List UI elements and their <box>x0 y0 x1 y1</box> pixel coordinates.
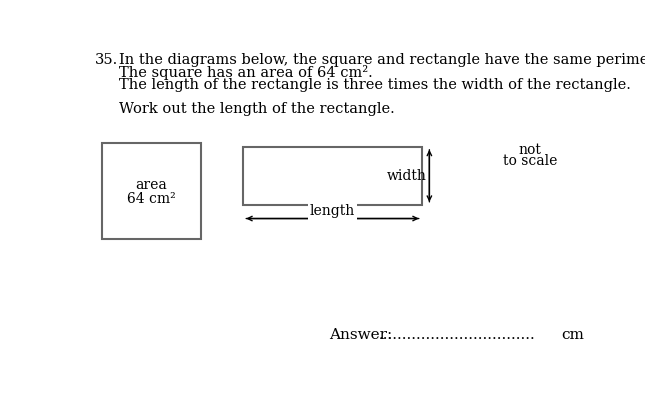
Text: cm: cm <box>561 328 584 342</box>
Text: 35.: 35. <box>95 53 118 67</box>
Bar <box>243 147 422 205</box>
Text: .................................: ................................. <box>379 328 536 342</box>
Text: width: width <box>387 169 427 183</box>
Text: Work out the length of the rectangle.: Work out the length of the rectangle. <box>119 102 395 116</box>
Text: Answer:: Answer: <box>328 328 392 342</box>
Text: The length of the rectangle is three times the width of the rectangle.: The length of the rectangle is three tim… <box>119 78 631 91</box>
Text: length: length <box>310 204 355 218</box>
Text: to scale: to scale <box>503 154 557 168</box>
Text: In the diagrams below, the square and rectangle have the same perimeter.: In the diagrams below, the square and re… <box>119 53 645 67</box>
Text: The square has an area of 64 cm².: The square has an area of 64 cm². <box>119 65 373 80</box>
Text: 64 cm²: 64 cm² <box>127 192 176 206</box>
Bar <box>103 143 201 239</box>
Text: not: not <box>519 143 542 157</box>
Text: area: area <box>135 178 168 192</box>
